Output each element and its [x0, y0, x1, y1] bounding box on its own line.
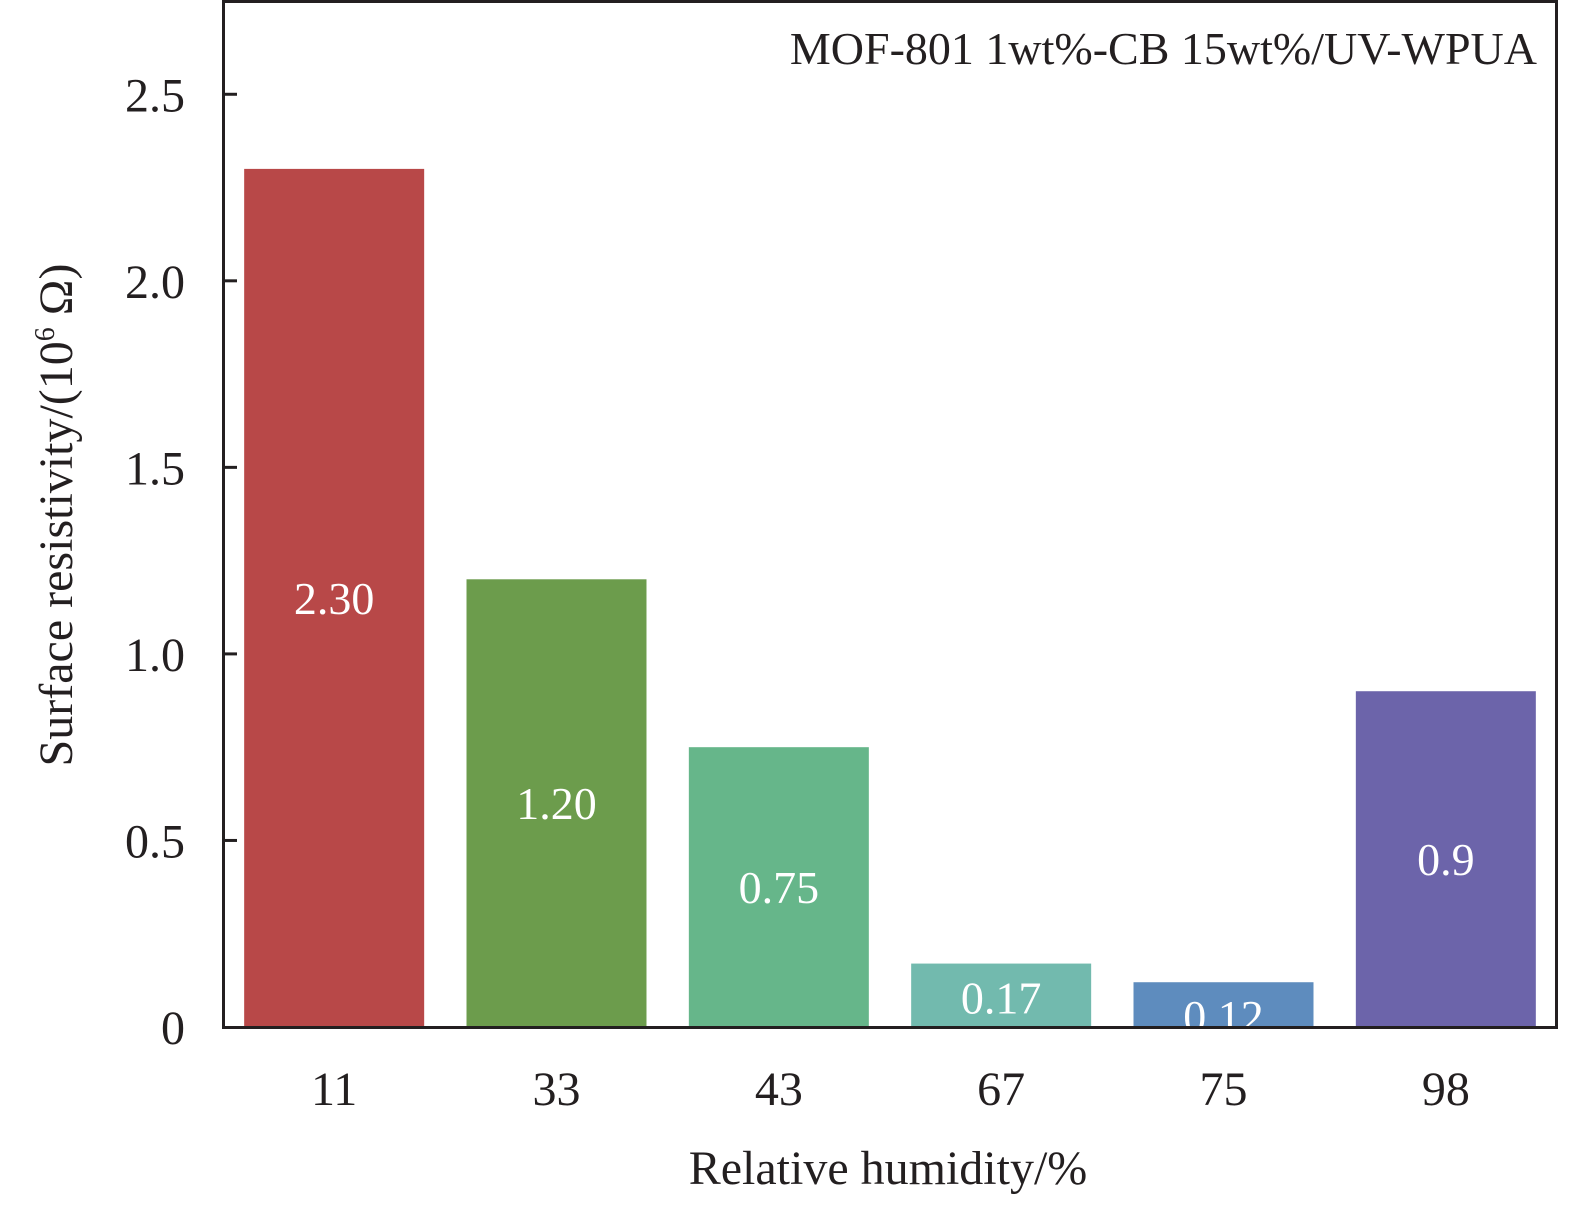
data-label-11: 2.30	[294, 573, 375, 624]
x-tick-label-67: 67	[977, 1063, 1025, 1116]
y-tick-label-1.0: 1.0	[125, 629, 185, 682]
x-tick-label-43: 43	[755, 1063, 803, 1116]
data-label-75: 0.12	[1183, 991, 1264, 1042]
bar-98	[1355, 691, 1536, 1027]
y-tick-label-2.5: 2.5	[125, 69, 185, 122]
y-tick-label-2.0: 2.0	[125, 256, 185, 309]
bar-67	[911, 963, 1092, 1027]
x-tick-label-33: 33	[533, 1063, 581, 1116]
data-label-67: 0.17	[961, 973, 1042, 1024]
x-tick-label-75: 75	[1200, 1063, 1248, 1116]
y-tick-label-0.5: 0.5	[125, 815, 185, 868]
bar-75	[1133, 982, 1314, 1027]
x-tick-label-11: 11	[311, 1063, 357, 1116]
x-tick-label-98: 98	[1422, 1063, 1470, 1116]
bar-33	[466, 579, 647, 1027]
chart-title: MOF-801 1wt%-CB 15wt%/UV-WPUA	[790, 23, 1537, 74]
y-tick-label-0: 0	[161, 1002, 185, 1055]
x-axis-label: Relative humidity/%	[689, 1142, 1088, 1195]
y-tick-label-1.5: 1.5	[125, 442, 185, 495]
data-label-33: 1.20	[516, 778, 597, 829]
bar-43	[688, 747, 869, 1027]
plot-frame	[222, 0, 1558, 1029]
data-label-43: 0.75	[739, 862, 820, 913]
data-label-98: 0.9	[1417, 834, 1475, 885]
bar-11	[244, 168, 425, 1027]
y-axis-label: Surface resistivity/(106 Ω)	[30, 264, 83, 767]
